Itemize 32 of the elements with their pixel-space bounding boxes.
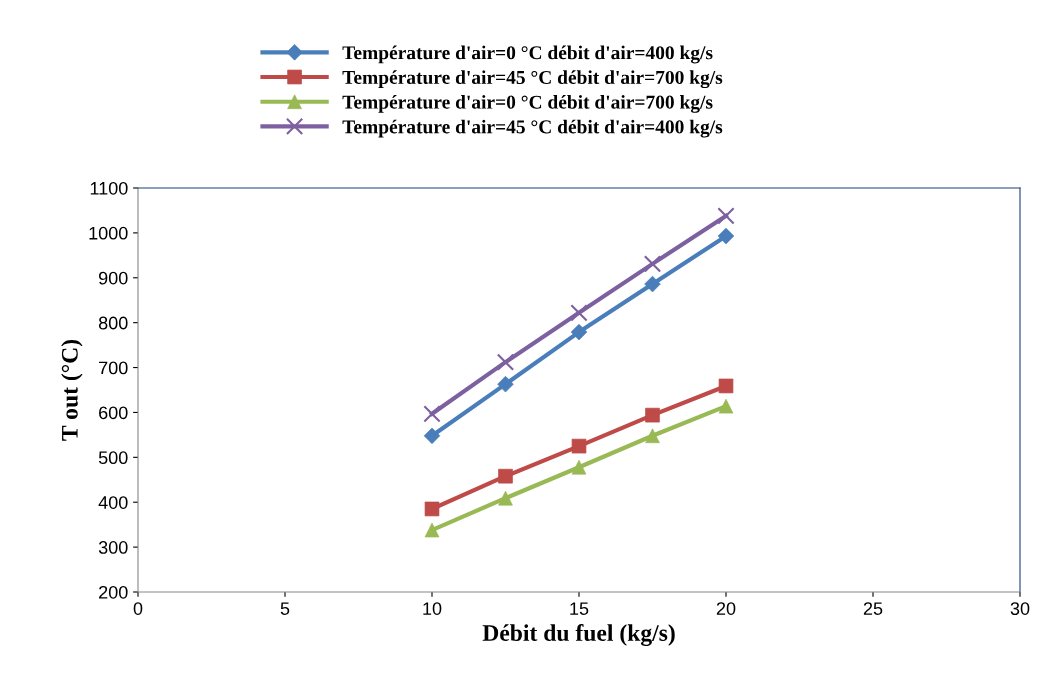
- point: [718, 378, 734, 394]
- legend-label: Température d'air=0 °C débit d'air=400 kg/s: [342, 45, 713, 64]
- point: [423, 405, 441, 423]
- point: [497, 375, 514, 393]
- x-tick-label: 15: [570, 602, 589, 615]
- x-tick-label: 0: [133, 602, 143, 615]
- y-tick-label: 200: [99, 585, 128, 599]
- legend-label: Température d'air=45 °C débit d'air=400 kg/s: [342, 119, 723, 138]
- y-tick-label: 700: [99, 361, 128, 375]
- y-tick-label: 300: [98, 541, 128, 554]
- point: [424, 501, 440, 517]
- legend-label: Température d'air=45 °C débit d'air=700 kg/s: [342, 70, 723, 89]
- y-tick-label: 400: [98, 496, 128, 509]
- x-tick-label: 5: [280, 602, 290, 615]
- x-tick-label: 10: [423, 602, 442, 615]
- y-tick-label: 1100: [90, 181, 128, 195]
- y-tick-label: 500: [98, 451, 128, 465]
- legend-label: Température d'air=0 °C débit d'air=700 kg/s: [342, 95, 713, 113]
- y-tick-label: 800: [98, 316, 128, 330]
- x-axis-title: Débit du fuel (kg/s): [482, 624, 675, 646]
- y-tick-label: 900: [99, 271, 128, 285]
- point: [496, 353, 515, 371]
- x-tick-label: 30: [1010, 602, 1030, 615]
- y-tick-label: 600: [99, 406, 128, 420]
- point: [571, 438, 587, 454]
- y-tick-label: 1000: [89, 226, 128, 240]
- x-tick-label: 20: [716, 602, 736, 615]
- point: [570, 304, 588, 322]
- y-axis-title: T out (°C): [61, 339, 83, 441]
- point: [643, 255, 662, 273]
- x-tick-label: 25: [863, 602, 883, 615]
- point: [717, 207, 735, 225]
